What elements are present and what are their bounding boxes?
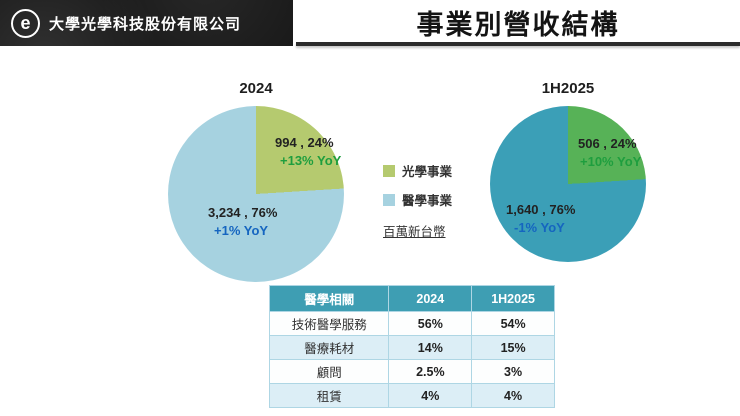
table-cell-value: 56%: [388, 311, 473, 336]
table-cell-value: 54%: [471, 311, 555, 336]
table-row: 租賃 4% 4%: [268, 383, 555, 408]
legend-item-medical: 醫學事業: [383, 190, 452, 209]
table-cell-label: 醫療耗材: [268, 335, 390, 360]
table-cell-value: 3%: [471, 359, 555, 384]
optical-swatch-icon: [383, 164, 395, 177]
title-underline: [296, 42, 740, 46]
pie-1h2025-medical-yoy: -1% YoY: [514, 220, 565, 235]
pie-2024-optical-value: 994 , 24%: [275, 135, 334, 150]
currency-unit-note: 百萬新台幣: [383, 225, 446, 239]
table-cell-value: 14%: [388, 335, 473, 360]
table-row: 醫療耗材 14% 15%: [268, 335, 555, 360]
medical-breakdown-table: 醫學相關 2024 1H2025 技術醫學服務 56% 54% 醫療耗材 14%…: [268, 285, 555, 408]
pie-2024-title: 2024: [239, 80, 273, 97]
company-logo-icon: e: [11, 8, 40, 38]
table-cell-value: 4%: [388, 383, 473, 408]
company-name: 大學光學科技股份有限公司: [49, 15, 242, 33]
legend: 光學事業 醫學事業: [383, 161, 452, 219]
pie-1h2025-optical-value: 506 , 24%: [578, 136, 637, 151]
table-cell-value: 2.5%: [388, 359, 473, 384]
table-cell-label: 租賃: [268, 383, 390, 408]
legend-item-optical: 光學事業: [383, 161, 452, 180]
legend-label-medical: 醫學事業: [402, 194, 453, 208]
table-cell-value: 4%: [471, 383, 555, 408]
page-title: 事業別營收結構: [416, 9, 620, 40]
pie-chart-2024: 994 , 24% +13% YoY 3,234 , 76% +1% YoY: [168, 106, 344, 282]
legend-label-optical: 光學事業: [402, 165, 453, 179]
pie-1h2025-optical-yoy: +10% YoY: [580, 154, 642, 169]
table-header-cell: 醫學相關: [268, 285, 390, 312]
table-header-cell: 2024: [388, 285, 473, 312]
pie-2024-medical-value: 3,234 , 76%: [208, 205, 278, 220]
pie-1h2025-title: 1H2025: [541, 80, 595, 97]
table-header-cell: 1H2025: [471, 285, 555, 312]
pie-2024-optical-yoy: +13% YoY: [280, 153, 342, 168]
pie-2024-medical-yoy: +1% YoY: [214, 223, 269, 238]
pie-1h2025-medical-value: 1,640 , 76%: [506, 202, 576, 217]
table-row: 技術醫學服務 56% 54%: [268, 311, 555, 336]
pie-chart-1h2025: 506 , 24% +10% YoY 1,640 , 76% -1% YoY: [490, 106, 646, 262]
brand-band: e 大學光學科技股份有限公司: [0, 0, 293, 46]
table-cell-label: 技術醫學服務: [268, 311, 390, 336]
table-header-row: 醫學相關 2024 1H2025: [268, 285, 555, 312]
medical-swatch-icon: [383, 193, 395, 206]
table-row: 顧問 2.5% 3%: [268, 359, 555, 384]
table-cell-label: 顧問: [268, 359, 390, 384]
table-cell-value: 15%: [471, 335, 555, 360]
